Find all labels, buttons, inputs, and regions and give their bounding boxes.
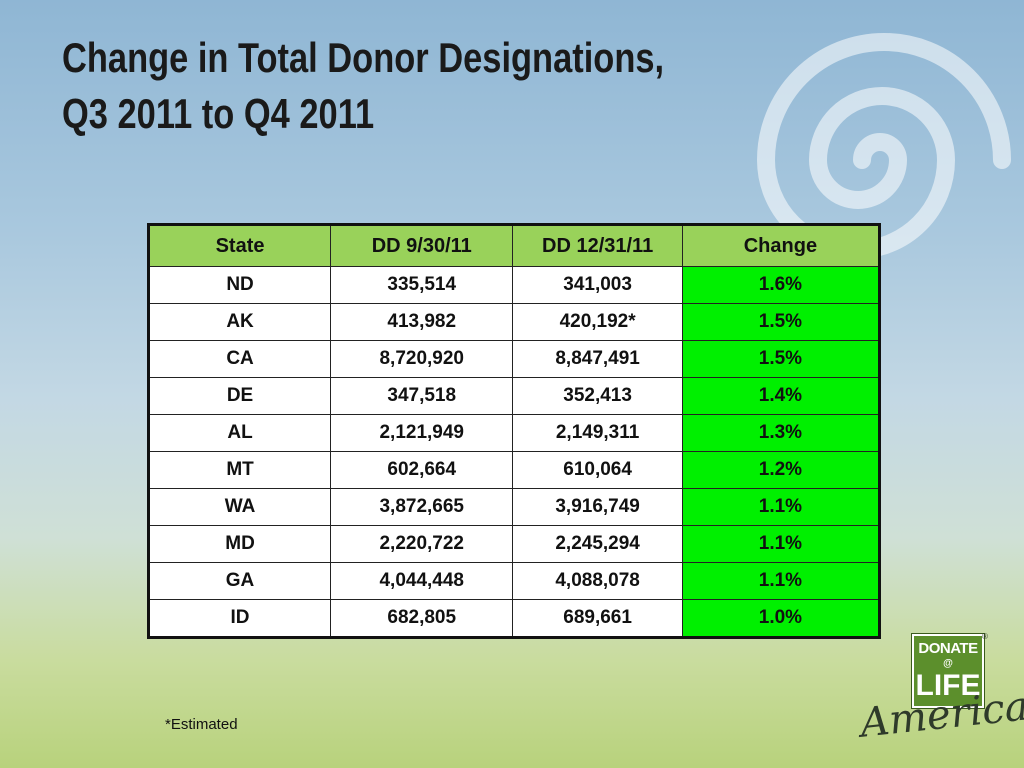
column-header-dd-q4: DD 12/31/11 xyxy=(512,224,683,267)
change-cell: 1.3% xyxy=(681,414,881,452)
table-row: WA 3,872,665 3,916,749 1.1% xyxy=(147,488,881,526)
dd-q3-cell: 4,044,448 xyxy=(330,562,514,600)
slide-title: Change in Total Donor Designations, Q3 2… xyxy=(62,30,664,142)
table-row: ID 682,805 689,661 1.0% xyxy=(147,599,881,638)
dd-q3-cell: 413,982 xyxy=(330,303,514,341)
dd-q3-cell: 347,518 xyxy=(330,377,514,415)
dd-q3-cell: 2,121,949 xyxy=(330,414,514,452)
table-row: GA 4,044,448 4,088,078 1.1% xyxy=(147,562,881,600)
change-cell: 1.6% xyxy=(681,266,881,304)
table-row: MT 602,664 610,064 1.2% xyxy=(147,451,881,489)
state-cell: CA xyxy=(147,340,332,378)
column-header-change: Change xyxy=(681,224,881,267)
donor-designations-table: State DD 9/30/11 DD 12/31/11 Change ND 3… xyxy=(147,223,881,639)
state-cell: MT xyxy=(147,451,332,489)
dd-q4-cell: 4,088,078 xyxy=(512,562,683,600)
dd-q4-cell: 689,661 xyxy=(512,599,683,638)
state-cell: ID xyxy=(147,599,332,638)
estimated-footnote: *Estimated xyxy=(165,716,238,733)
change-cell: 1.0% xyxy=(681,599,881,638)
column-header-dd-q3: DD 9/30/11 xyxy=(330,224,514,267)
state-cell: AK xyxy=(147,303,332,341)
change-cell: 1.5% xyxy=(681,340,881,378)
change-cell: 1.1% xyxy=(681,525,881,563)
title-line-1: Change in Total Donor Designations, xyxy=(62,34,665,81)
table-row: MD 2,220,722 2,245,294 1.1% xyxy=(147,525,881,563)
dd-q4-cell: 8,847,491 xyxy=(512,340,683,378)
dd-q3-cell: 682,805 xyxy=(330,599,514,638)
swirl-icon: @ xyxy=(943,658,953,669)
dd-q3-cell: 602,664 xyxy=(330,451,514,489)
dd-q4-cell: 352,413 xyxy=(512,377,683,415)
dd-q4-cell: 3,916,749 xyxy=(512,488,683,526)
dd-q3-cell: 8,720,920 xyxy=(330,340,514,378)
state-cell: DE xyxy=(147,377,332,415)
state-cell: MD xyxy=(147,525,332,563)
donate-life-america-logo: DONATE @ LIFE ® America xyxy=(858,632,1024,747)
change-cell: 1.5% xyxy=(681,303,881,341)
state-cell: ND xyxy=(147,266,332,304)
column-header-state: State xyxy=(147,224,332,267)
state-cell: AL xyxy=(147,414,332,452)
table-row: AK 413,982 420,192* 1.5% xyxy=(147,303,881,341)
table-header-row: State DD 9/30/11 DD 12/31/11 Change xyxy=(147,224,881,267)
logo-badge: DONATE @ LIFE xyxy=(912,634,984,708)
table-row: CA 8,720,920 8,847,491 1.5% xyxy=(147,340,881,378)
state-cell: WA xyxy=(147,488,332,526)
logo-text-donate: DONATE xyxy=(918,640,978,657)
dd-q4-cell: 610,064 xyxy=(512,451,683,489)
logo-text-america: America xyxy=(858,683,1024,747)
swirl-decoration xyxy=(756,33,1011,259)
change-cell: 1.1% xyxy=(681,562,881,600)
registered-mark: ® xyxy=(982,632,988,641)
dd-q4-cell: 420,192* xyxy=(512,303,683,341)
table-row: AL 2,121,949 2,149,311 1.3% xyxy=(147,414,881,452)
change-cell: 1.4% xyxy=(681,377,881,415)
change-cell: 1.1% xyxy=(681,488,881,526)
table-row: ND 335,514 341,003 1.6% xyxy=(147,266,881,304)
dd-q4-cell: 2,245,294 xyxy=(512,525,683,563)
dd-q3-cell: 335,514 xyxy=(330,266,514,304)
logo-text-life: LIFE xyxy=(915,669,981,702)
change-cell: 1.2% xyxy=(681,451,881,489)
dd-q4-cell: 2,149,311 xyxy=(512,414,683,452)
dd-q4-cell: 341,003 xyxy=(512,266,683,304)
title-line-2: Q3 2011 to Q4 2011 xyxy=(62,90,375,137)
dd-q3-cell: 3,872,665 xyxy=(330,488,514,526)
dd-q3-cell: 2,220,722 xyxy=(330,525,514,563)
state-cell: GA xyxy=(147,562,332,600)
table-row: DE 347,518 352,413 1.4% xyxy=(147,377,881,415)
